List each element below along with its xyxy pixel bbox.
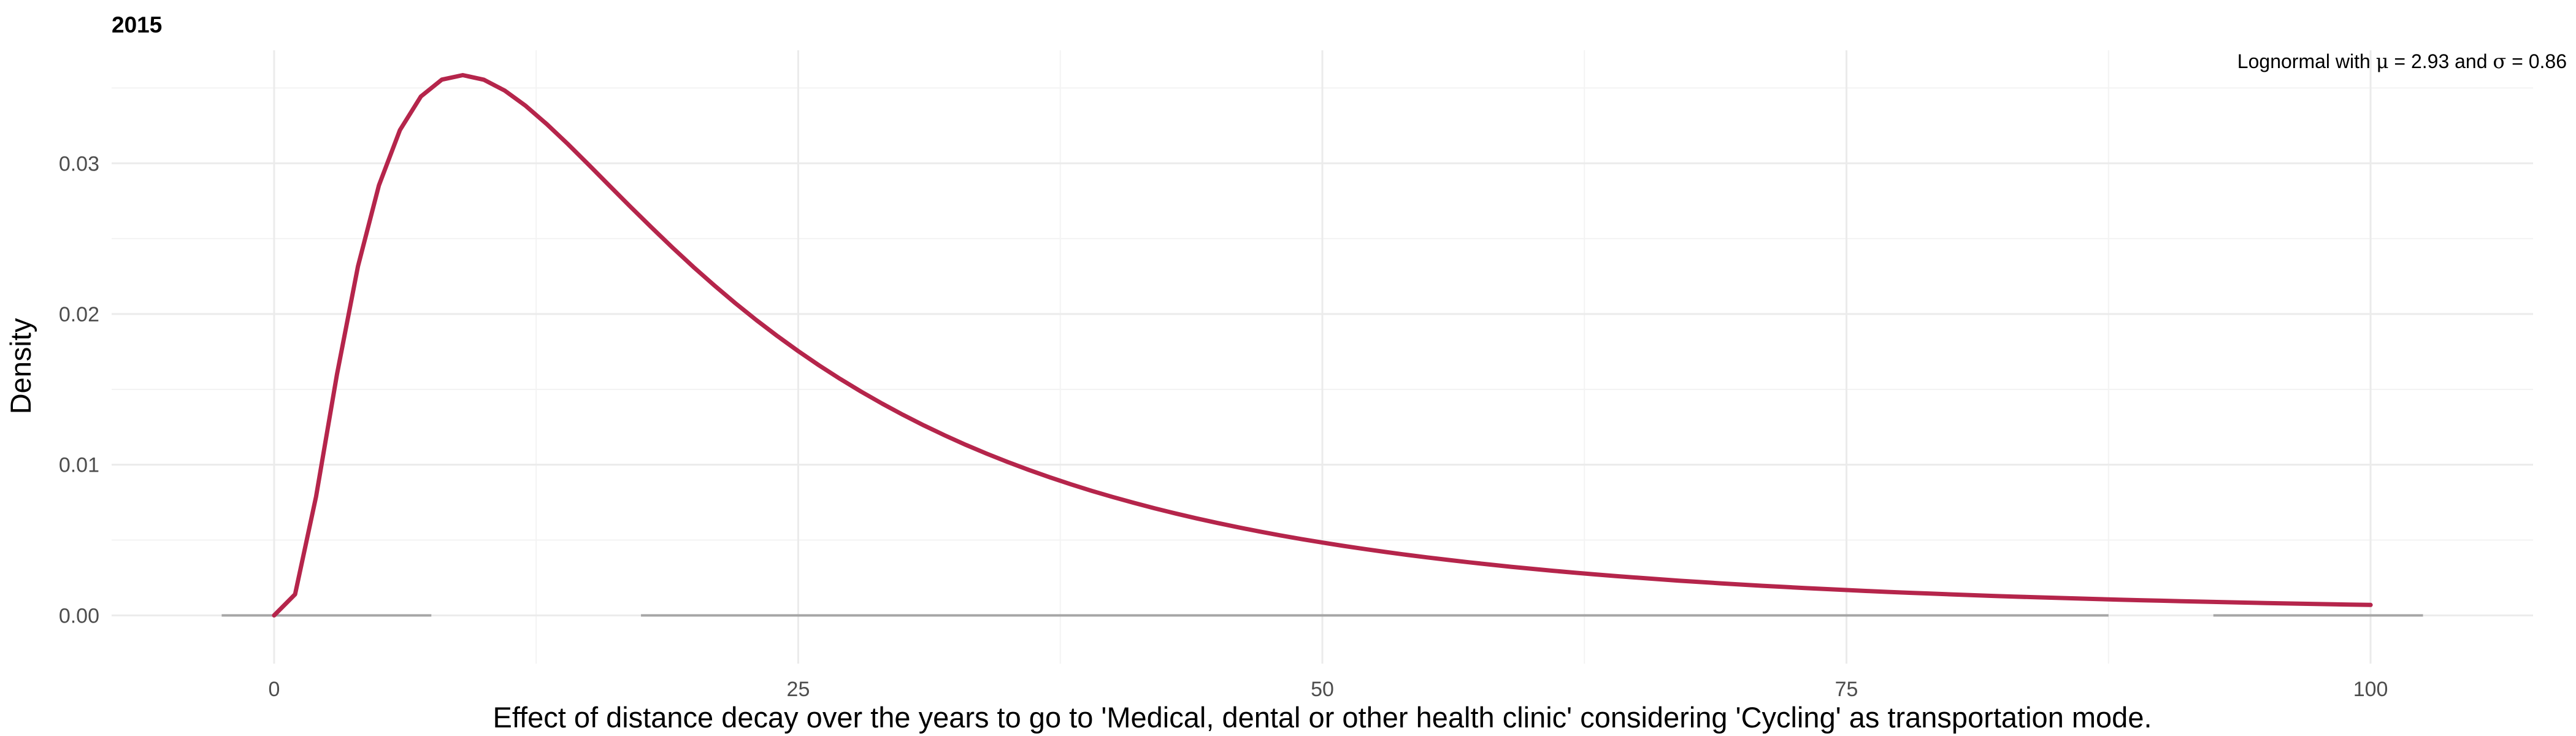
y-tick-label: 0.03: [59, 152, 99, 175]
density-curve: [272, 73, 2373, 618]
x-tick-label: 50: [1311, 678, 1334, 701]
x-tick-label: 25: [787, 678, 810, 701]
annotation-prefix: Lognormal with: [2237, 50, 2376, 72]
x-tick-label: 75: [1835, 678, 1858, 701]
chart-title: 2015: [112, 12, 162, 37]
distribution-annotation: Lognormal with μ = 2.93 and σ = 0.86: [2237, 50, 2567, 73]
x-tick-label: 100: [2353, 678, 2388, 701]
x-tick-label: 0: [268, 678, 280, 701]
tick-labels: 0 25 50 75 100 0.00 0.01 0.02 0.03: [59, 152, 2388, 701]
y-tick-label: 0.01: [59, 454, 99, 477]
sigma-symbol: σ: [2493, 50, 2506, 73]
x-axis-title: Effect of distance decay over the years …: [493, 701, 2152, 734]
y-tick-label: 0.02: [59, 303, 99, 326]
y-tick-label: 0.00: [59, 604, 99, 627]
annotation-sigma-text: = 0.86: [2506, 50, 2567, 72]
grid-layer: [112, 50, 2533, 664]
y-axis-title: Density: [4, 318, 37, 414]
series-layer: [272, 73, 2373, 618]
annotation-mu-text: = 2.93 and: [2388, 50, 2493, 72]
mu-symbol: μ: [2376, 50, 2389, 73]
